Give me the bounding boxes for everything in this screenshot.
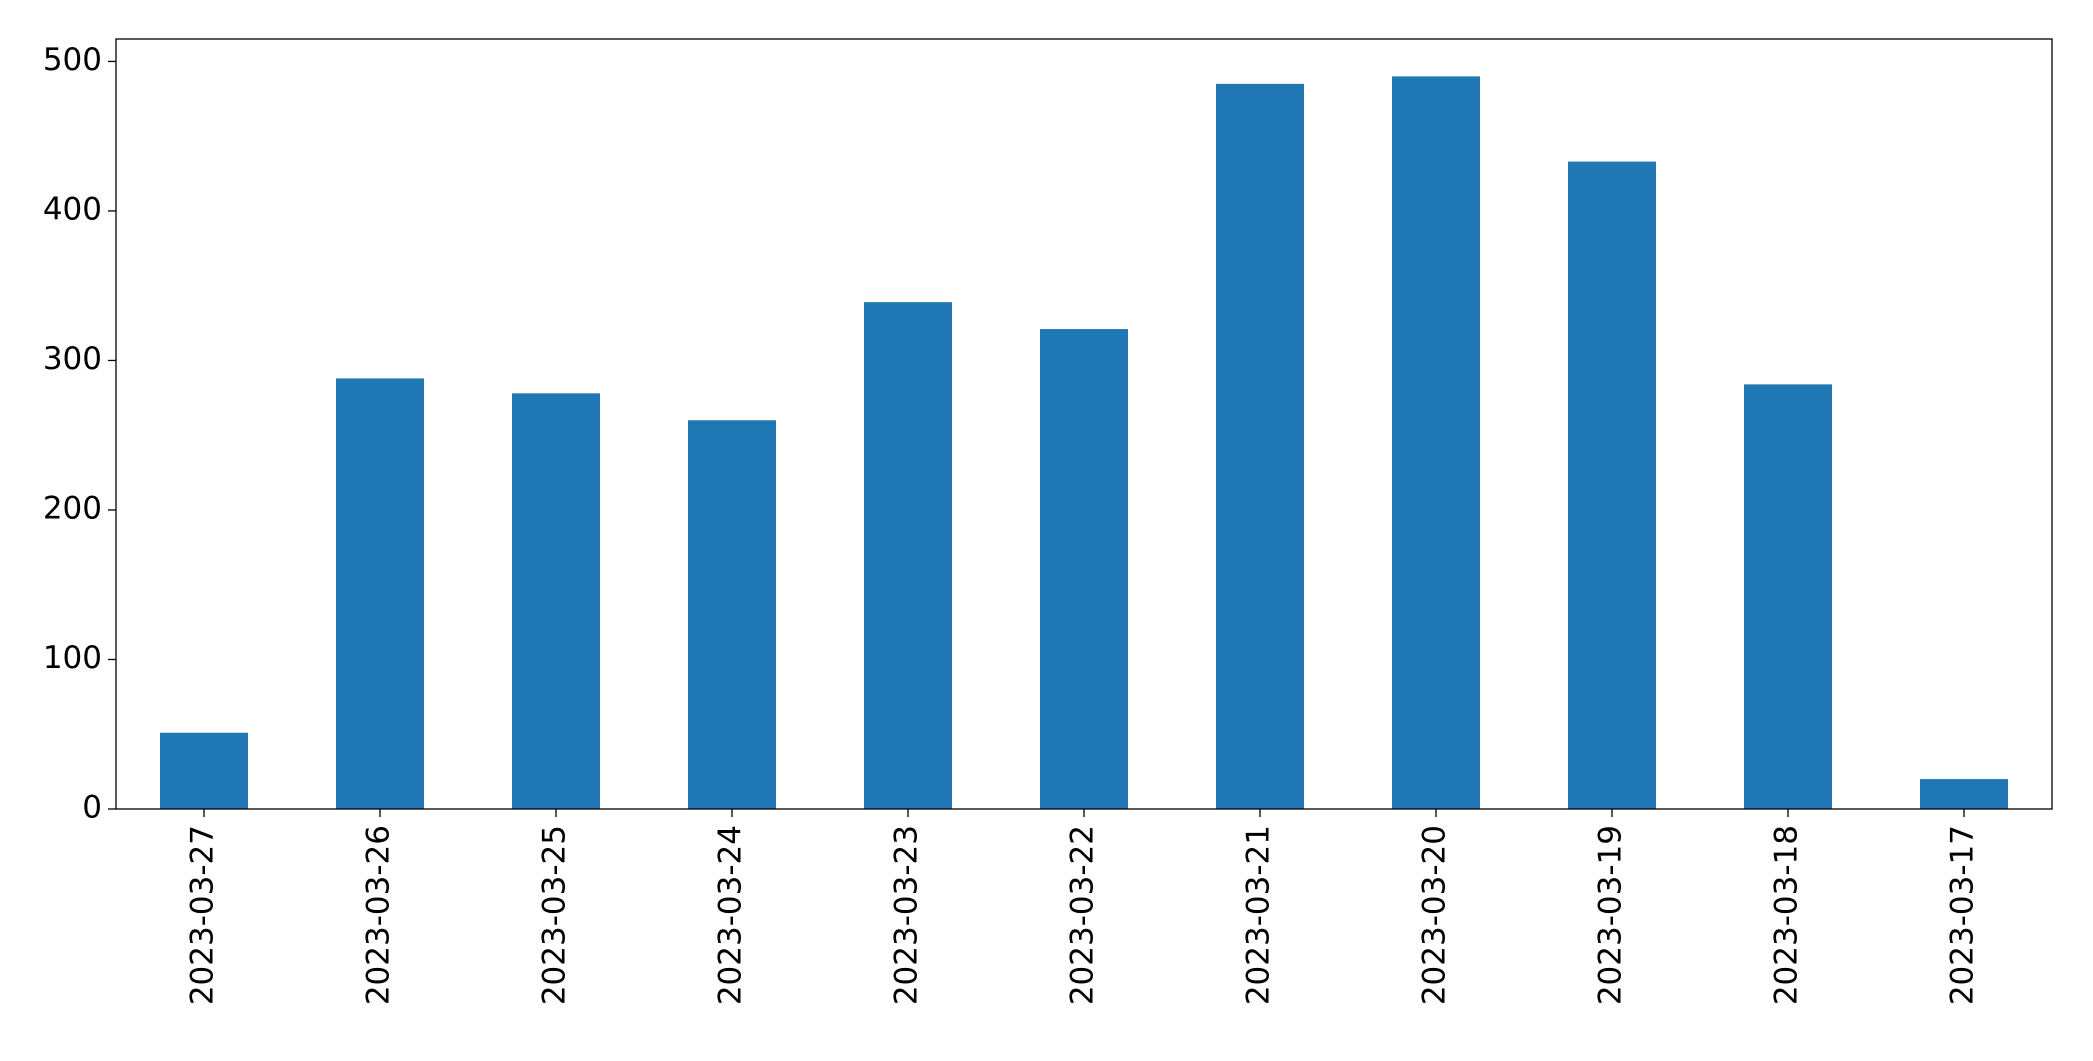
bar [688,420,776,809]
plot-frame [115,38,2053,810]
x-tick-label: 2023-03-24 [713,825,749,1005]
y-tick-label: 200 [43,490,102,526]
x-tick-label: 2023-03-22 [1065,825,1101,1005]
bar [1392,76,1480,809]
y-tick-label: 300 [43,341,102,377]
bar [336,378,424,809]
x-tick-label: 2023-03-19 [1593,825,1629,1005]
x-tick-label: 2023-03-27 [185,825,221,1005]
x-tick-label: 2023-03-20 [1417,825,1453,1005]
bar [1744,384,1832,809]
y-tick-label: 0 [82,790,102,826]
y-tick-label: 400 [43,191,102,227]
y-tick-label: 100 [43,640,102,676]
bar [1040,329,1128,809]
bar [864,302,952,809]
bar [1568,161,1656,810]
bar [512,393,600,809]
bar [1920,779,2008,809]
x-tick-label: 2023-03-17 [1945,825,1981,1005]
x-tick-label: 2023-03-26 [361,825,397,1005]
x-tick-label: 2023-03-18 [1769,825,1805,1005]
y-tick-label: 500 [43,42,102,78]
x-tick-label: 2023-03-25 [537,825,573,1005]
bar [1216,83,1304,809]
x-tick-label: 2023-03-23 [889,825,925,1005]
bar [160,732,248,809]
x-tick-label: 2023-03-21 [1241,825,1277,1005]
